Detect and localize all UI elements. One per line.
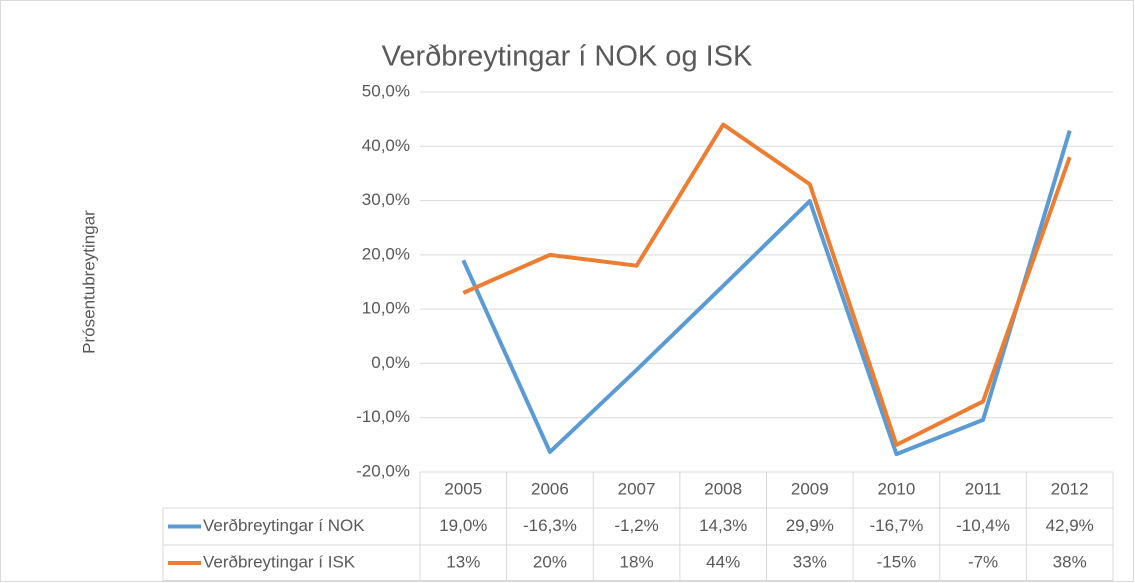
table-value: -15% <box>877 552 917 571</box>
x-tick-label: 2009 <box>791 479 829 498</box>
table-value: -10,4% <box>956 516 1010 535</box>
table-value: 18% <box>620 552 654 571</box>
x-tick-label: 2012 <box>1051 479 1089 498</box>
table-value: 14,3% <box>699 516 747 535</box>
x-tick-label: 2011 <box>965 479 1002 498</box>
table-value: -16,7% <box>870 516 924 535</box>
legend-label: Verðbreytingar í NOK <box>203 516 365 535</box>
x-tick-label: 2007 <box>618 479 656 498</box>
table-value: 19,0% <box>439 516 487 535</box>
y-tick-label: 40,0% <box>362 136 410 155</box>
legend-label: Verðbreytingar í ISK <box>203 552 356 571</box>
y-tick-label: -20,0% <box>356 461 410 480</box>
series-line <box>462 122 1072 447</box>
table-value: 20% <box>533 552 567 571</box>
x-tick-label: 2005 <box>444 479 482 498</box>
table-value: -1,2% <box>614 516 658 535</box>
y-tick-label: 20,0% <box>362 244 410 263</box>
series-line <box>461 129 1072 457</box>
table-value: 42,9% <box>1046 516 1094 535</box>
y-axis-label: Prósentubreytingar <box>79 210 98 354</box>
x-tick-label: 2006 <box>531 479 569 498</box>
chart-title: Verðbreytingar í NOK og ISK <box>382 41 753 73</box>
table-value: 13% <box>446 552 480 571</box>
table-value: -16,3% <box>523 516 577 535</box>
y-tick-label: -10,0% <box>356 407 410 426</box>
x-tick-label: 2010 <box>878 479 916 498</box>
table-value: 44% <box>706 552 740 571</box>
table-value: 38% <box>1053 552 1087 571</box>
y-tick-label: 0,0% <box>371 353 410 372</box>
y-tick-label: 10,0% <box>362 299 410 318</box>
y-tick-label: 30,0% <box>362 190 410 209</box>
table-value: 29,9% <box>786 516 834 535</box>
x-tick-label: 2008 <box>704 479 742 498</box>
table-value: 33% <box>793 552 827 571</box>
y-tick-label: 50,0% <box>362 81 410 100</box>
table-value: -7% <box>968 552 998 571</box>
